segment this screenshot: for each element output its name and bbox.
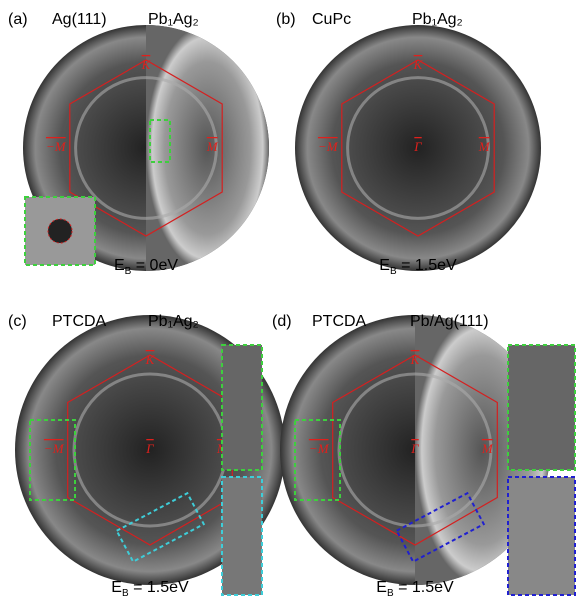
k-point: K (410, 352, 421, 367)
m-point-right: M (206, 139, 219, 154)
energy-symbol: E (379, 257, 390, 274)
gamma-point: Γ (413, 139, 422, 154)
m-point-left: −M (44, 441, 65, 456)
energy-text: = 1.5eV (394, 579, 454, 596)
k-point: K (413, 57, 424, 72)
left-title: PTCDA (312, 313, 367, 330)
k-point: K (141, 57, 152, 72)
energy-symbol: E (376, 579, 387, 596)
gamma-point: Γ (410, 441, 419, 456)
m-point-left: −M (46, 139, 67, 154)
right-title: Pb₁Ag₂ (412, 11, 463, 28)
inset (222, 477, 262, 595)
left-title: CuPc (312, 11, 351, 28)
gamma-point: Γ (145, 441, 154, 456)
energy-text: = 1.5eV (397, 257, 457, 274)
panel-label: (c) (8, 313, 27, 330)
energy-symbol: E (111, 579, 122, 596)
m-point-left: −M (309, 441, 330, 456)
energy-text: = 1.5eV (129, 579, 189, 596)
binding-energy: EB = 0eV (114, 257, 178, 277)
m-point-left: −M (318, 139, 339, 154)
inset (222, 345, 262, 470)
panel-label: (d) (272, 313, 292, 330)
right-title: Pb/Ag(111) (410, 313, 489, 330)
left-title: Ag(111) (52, 11, 107, 28)
right-title: Pb₁Ag₂ (148, 313, 199, 330)
panel-label: (a) (8, 11, 28, 28)
panel-label: (b) (276, 11, 296, 28)
inset-ring (48, 219, 72, 243)
figure: K −M M (a) Ag(111) Pb₁Ag₂ EB = 0eV K −M M Γ (b) CuPc… (0, 0, 580, 609)
energy-symbol: E (114, 257, 125, 274)
k-point: K (145, 352, 156, 367)
right-title: Pb₁Ag₂ (148, 11, 199, 28)
m-point-right: M (481, 441, 494, 456)
inset (508, 345, 575, 470)
energy-text: = 0eV (131, 257, 178, 274)
left-title: PTCDA (52, 313, 107, 330)
inset (508, 477, 575, 595)
m-point-right: M (478, 139, 491, 154)
